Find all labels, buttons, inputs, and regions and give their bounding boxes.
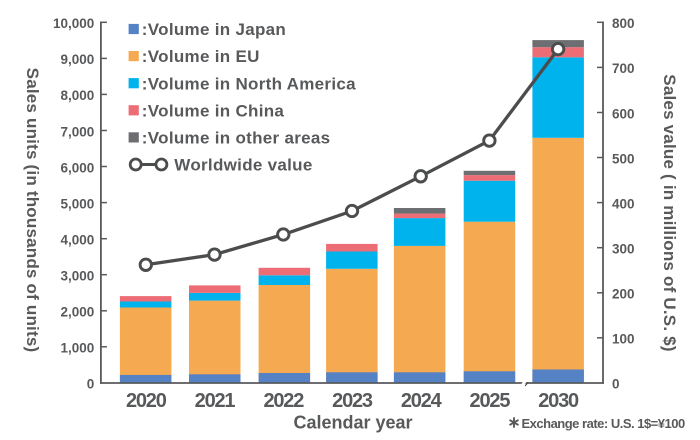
svg-text:0: 0 [612,377,620,392]
svg-text:Sales units (in thousands of u: Sales units (in thousands of units) [23,68,42,353]
svg-text:2020: 2020 [126,390,167,412]
svg-text:300: 300 [612,242,635,257]
svg-text:2025: 2025 [470,390,511,412]
svg-text:Calendar year: Calendar year [293,412,412,432]
svg-text:7,000: 7,000 [61,124,95,139]
svg-text:800: 800 [612,16,635,31]
svg-text:100: 100 [612,332,635,347]
svg-text:500: 500 [612,151,635,166]
svg-text:2021: 2021 [195,390,236,412]
svg-text:2023: 2023 [332,390,373,412]
svg-text:1,000: 1,000 [61,341,95,356]
svg-text:9,000: 9,000 [61,52,95,67]
svg-text:5,000: 5,000 [61,196,95,211]
svg-text:2024: 2024 [401,390,443,412]
svg-text:3,000: 3,000 [61,269,95,284]
svg-text:200: 200 [612,287,635,302]
svg-text:2,000: 2,000 [61,305,95,320]
svg-text:Worldwide value: Worldwide value [174,156,312,175]
svg-text:0: 0 [87,377,95,392]
svg-text:400: 400 [612,196,635,211]
svg-text::Volume in North America: :Volume in North America [142,74,356,93]
svg-text:8,000: 8,000 [61,88,95,103]
svg-text:600: 600 [612,106,635,121]
svg-text::Volume in other areas: :Volume in other areas [142,129,331,148]
svg-text:4,000: 4,000 [61,233,95,248]
svg-text:2030: 2030 [538,390,579,412]
svg-text::Volume in Japan: :Volume in Japan [142,20,286,39]
svg-text:6,000: 6,000 [61,160,95,175]
svg-text:700: 700 [612,61,635,76]
svg-text::Volume in China: :Volume in China [142,101,285,120]
svg-text:2022: 2022 [263,390,304,412]
svg-text::Volume in EU: :Volume in EU [142,47,260,66]
svg-text:Sales value ( in millions of U: Sales value ( in millions of U.S. $) [660,74,679,351]
svg-text:10,000: 10,000 [53,16,94,31]
svg-text:Exchange rate: U.S. 1$=¥100: Exchange rate: U.S. 1$=¥100 [522,416,685,431]
